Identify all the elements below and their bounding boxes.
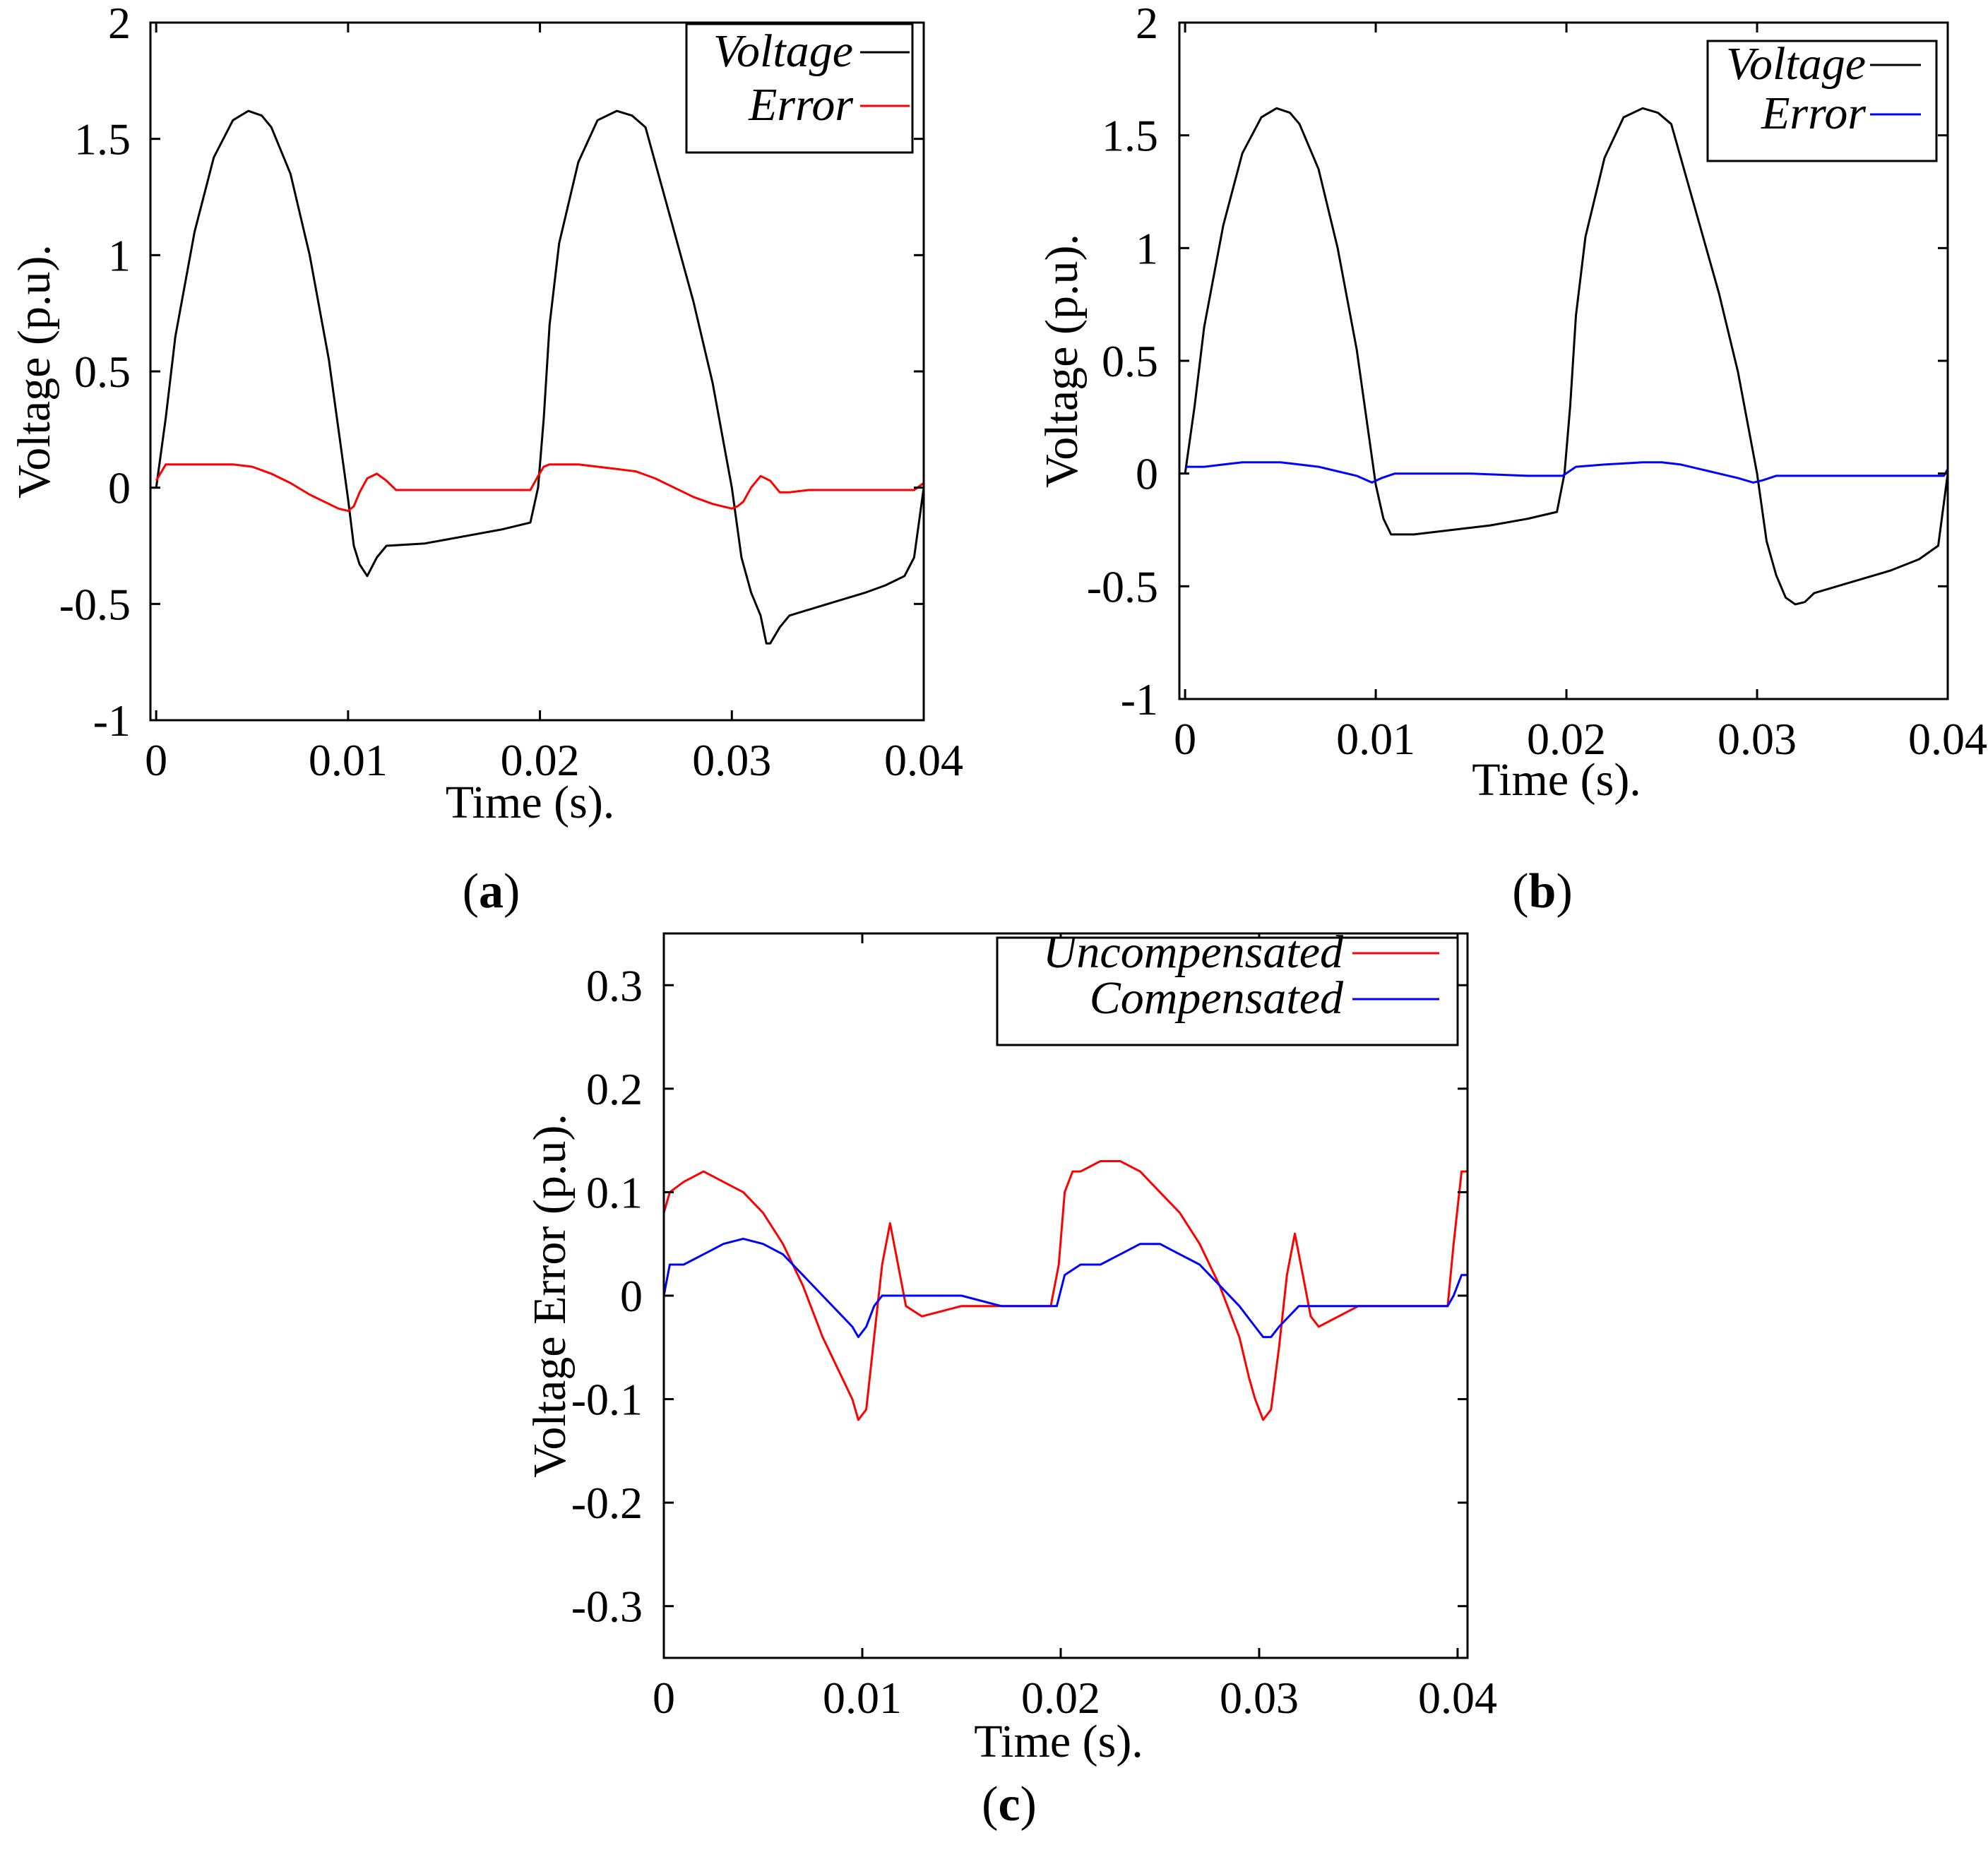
y-tick-label: 0.2 (586, 1064, 643, 1114)
y-tick-label: 0 (108, 463, 131, 513)
legend-box (1706, 40, 1938, 162)
legend-box (996, 936, 1459, 1046)
y-tick-label: 0.5 (1102, 336, 1158, 386)
x-tick-label: 0 (1174, 714, 1196, 764)
y-axis-title: Voltage (p.u). (8, 244, 60, 498)
series-line-uncompensated (662, 1160, 1468, 1421)
x-axis-title: Time (s). (1472, 754, 1641, 806)
legend-label-compensated: Compensated (1090, 972, 1344, 1024)
y-tick-label: -0.5 (1087, 561, 1158, 611)
x-tick-label: 0.02 (1021, 1673, 1100, 1723)
y-tick-label: -1 (93, 695, 131, 746)
x-tick-label: 0.02 (1527, 714, 1606, 764)
y-tick-label: 0 (620, 1271, 643, 1321)
y-tick-label: 2 (1136, 0, 1158, 48)
x-tick-label: 0 (653, 1673, 675, 1723)
series-line-voltage (1184, 107, 1949, 606)
x-axis-title: Time (s). (446, 777, 615, 828)
legend-label-error: Error (1761, 88, 1866, 139)
y-tick-label: 0.5 (74, 347, 131, 397)
x-tick-label: 0.04 (884, 735, 963, 785)
y-tick-label: 0.3 (586, 960, 643, 1010)
x-axis-title: Time (s). (974, 1716, 1143, 1767)
x-tick-label: 0.04 (1908, 714, 1987, 764)
y-tick-label: -0.5 (59, 579, 131, 629)
chart-a: -1 -0.5 0 0.5 1 1.5 2 0 0.01 0.02 0.03 0.04 Time (s)… (8, 0, 963, 919)
panel-label: (a) (463, 864, 520, 919)
chart-b: -1 -0.5 0 0.5 1 1.5 2 0 0.01 0.02 0.03 0.04 Time (s)… (1036, 0, 1987, 919)
chart-c: -0.3 -0.2 -0.1 0 0.1 0.2 0.3 0 0.01 0.02 0.03 0.04 T… (524, 926, 1497, 1832)
x-tick-label: 0.01 (309, 735, 388, 785)
panel-label: (b) (1512, 864, 1573, 919)
panel-label: (c) (982, 1777, 1037, 1832)
y-tick-label: 1.5 (1102, 111, 1158, 161)
x-tick-label: 0.03 (1718, 714, 1797, 764)
y-tick-label: 0 (1136, 449, 1158, 499)
legend-label-error: Error (748, 79, 853, 131)
series-line-compensated (662, 1237, 1468, 1339)
x-tick-label: 0 (145, 735, 167, 785)
y-tick-label: -0.1 (571, 1375, 643, 1425)
series-line-voltage (155, 109, 925, 645)
y-tick-label: -1 (1121, 674, 1158, 724)
legend-label-voltage: Voltage (713, 25, 853, 77)
x-tick-label: 0.03 (1220, 1673, 1299, 1723)
y-axis-title: Voltage Error (p.u). (524, 1113, 576, 1478)
x-tick-label: 0.02 (501, 735, 580, 785)
y-tick-label: 1.5 (74, 114, 131, 165)
y-tick-label: 2 (108, 0, 131, 48)
x-tick-label: 0.04 (1418, 1673, 1497, 1723)
legend-label-uncompensated: Uncompensated (1043, 926, 1344, 978)
y-tick-label: -0.2 (571, 1478, 643, 1528)
y-tick-label: -0.3 (571, 1582, 643, 1632)
y-axis-title: Voltage (p.u). (1036, 234, 1088, 488)
y-tick-label: 1 (108, 230, 131, 280)
x-tick-label: 0.01 (1336, 714, 1415, 764)
panel-letter: c (998, 1777, 1020, 1832)
x-tick-label: 0.03 (692, 735, 771, 785)
y-tick-label: 1 (1136, 223, 1158, 273)
series-line-error (155, 463, 924, 513)
legend-label-voltage: Voltage (1726, 38, 1866, 90)
legend-box (685, 23, 914, 154)
panel-letter: a (479, 864, 504, 919)
y-tick-label: 0.1 (586, 1167, 643, 1217)
panel-letter: b (1529, 864, 1557, 919)
x-tick-label: 0.01 (823, 1673, 902, 1723)
series-line-error (1185, 461, 1949, 484)
